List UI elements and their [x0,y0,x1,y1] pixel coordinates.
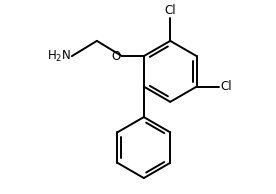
Text: O: O [112,50,121,63]
Text: Cl: Cl [221,80,232,93]
Text: Cl: Cl [164,4,176,17]
Text: H$_2$N: H$_2$N [47,48,71,64]
